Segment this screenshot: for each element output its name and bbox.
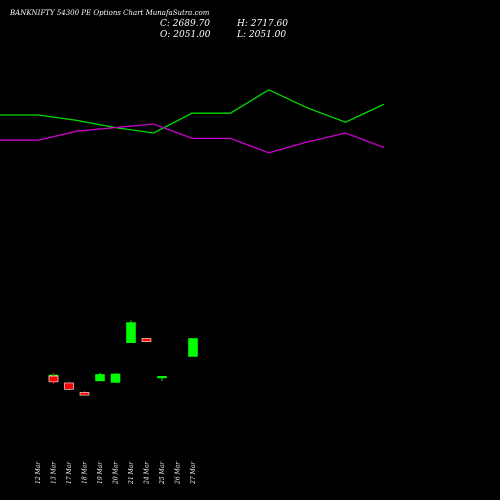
indicator-line-2 [0,123,385,154]
x-tick-label: 27 Mar [190,461,197,485]
candle-25-mar [157,376,167,381]
candles [48,320,198,396]
candle-21-mar [126,320,136,344]
x-tick-label: 19 Mar [97,461,104,484]
x-tick-label: 18 Mar [82,461,89,484]
candle-body [110,373,121,383]
x-tick-label: 26 Mar [175,461,182,485]
candle-body [157,376,167,379]
candle-body [188,338,198,357]
candle-20-mar [110,373,121,383]
indicator-lines [0,89,385,154]
candle-body [48,375,59,383]
candle-body [79,392,90,396]
x-tick-label: 25 Mar [159,461,166,485]
candle-19-mar [95,372,105,382]
chart-title: BANKNIFTY 54300 PE Options Chart MunafaS… [9,9,210,17]
close-value: C: 2689.70 [160,19,210,29]
x-tick-label: 20 Mar [113,461,120,485]
open-value: O: 2051.00 [160,30,211,40]
candle-body [95,374,105,382]
x-tick-label: 12 Mar [35,461,42,484]
x-tick-label: 21 Mar [128,461,135,485]
candle-24-mar [141,337,152,343]
candle-27-mar [188,338,198,357]
candle-18-mar [79,390,90,396]
low-value: L: 2051.00 [236,30,286,40]
indicator-line-1 [0,89,385,134]
x-tick-label: 17 Mar [66,461,73,484]
x-axis-ticks: 12 Mar 13 Mar 17 Mar 18 Mar 19 Mar 20 Mar 21 M… [35,461,197,485]
candle-body [64,382,74,390]
high-value: H: 2717.60 [236,19,288,29]
candle-body [141,338,152,342]
candle-17-mar [64,382,74,390]
candle-body [126,322,136,344]
x-tick-label: 13 Mar [51,461,58,484]
x-tick-label: 24 Mar [144,461,151,485]
candle-16-mar [48,372,59,384]
